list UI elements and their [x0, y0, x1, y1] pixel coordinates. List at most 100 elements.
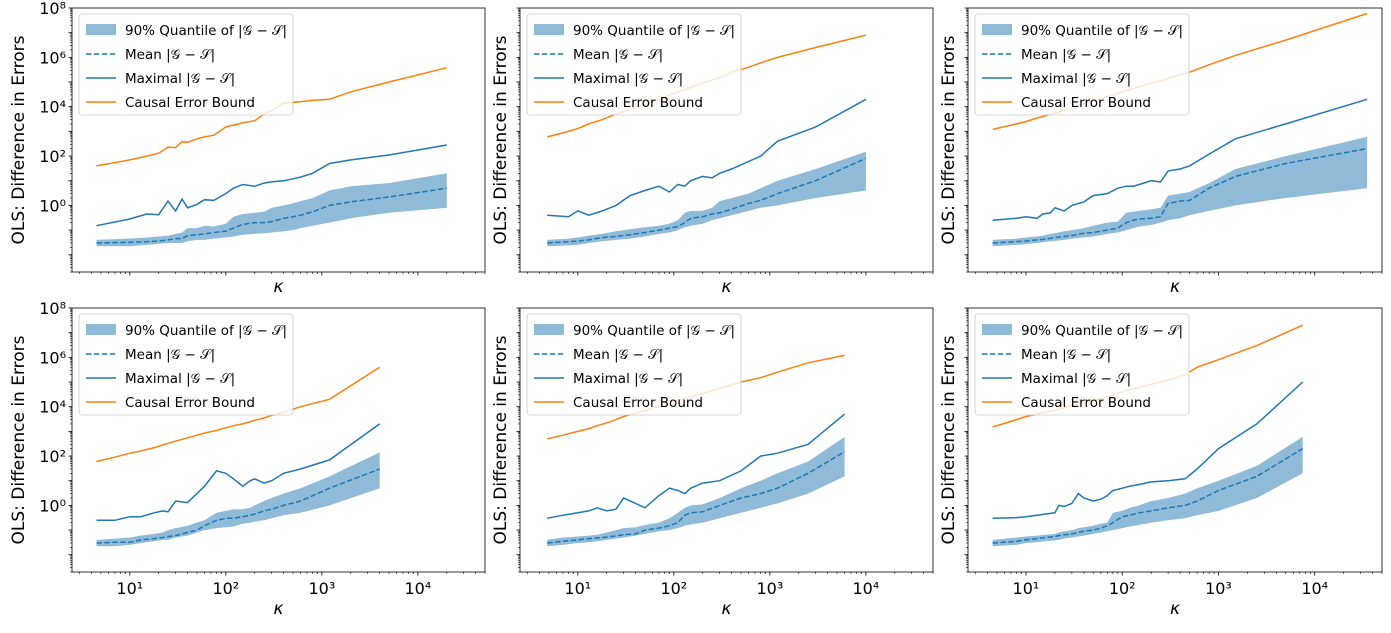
x-axis-label: κ [721, 277, 731, 297]
x-tick-label: 10⁴ [404, 579, 431, 598]
legend-label: Causal Error Bound [573, 95, 703, 111]
legend-label: Maximal |𝒢 − 𝒮| [1021, 71, 1131, 87]
subplot-bottom-right: 10¹ 10² 10³ 10⁴ κ OLS: Difference in Errors 90… [939, 307, 1383, 619]
y-axis-label: OLS: Difference in Errors [939, 335, 959, 544]
quantile-band [96, 173, 447, 247]
legend-label: 90% Quantile of |𝒢 − 𝒮| [573, 323, 735, 339]
maximal-line [547, 413, 846, 520]
legend-label: Mean |𝒢 − 𝒮| [125, 47, 215, 63]
x-tick-label: 10² [212, 579, 239, 598]
axes-frame [967, 307, 1383, 573]
axes-frame [519, 307, 934, 573]
legend-label: Mean |𝒢 − 𝒮| [1021, 47, 1111, 63]
legend-label: Mean |𝒢 − 𝒮| [573, 47, 663, 63]
y-tick-label: 10⁴ [39, 398, 66, 417]
y-tick-label: 10⁶ [39, 348, 66, 367]
maximal-line [992, 98, 1368, 222]
y-tick-label: 10⁴ [39, 98, 66, 117]
x-tick-label: 10¹ [564, 579, 591, 598]
x-tick-label: 10³ [756, 579, 783, 598]
subplot-bottom-middle: 10¹ 10² 10³ 10⁴ κ OLS: Difference in Errors 90… [491, 307, 934, 619]
x-axis-label: κ [1170, 599, 1180, 619]
y-axis-label: OLS: Difference in Errors [939, 35, 959, 244]
mean-line [992, 447, 1304, 544]
mean-line [547, 157, 867, 244]
legend-box [526, 13, 742, 116]
legend-label: Causal Error Bound [573, 395, 703, 411]
y-tick-label: 10⁶ [39, 48, 66, 67]
legend-handle-band [86, 24, 116, 35]
y-tick-label: 10⁸ [39, 0, 66, 18]
mean-line [992, 147, 1368, 244]
quantile-band [96, 452, 380, 547]
y-tick-label: 10² [39, 447, 66, 466]
legend-handle-band [534, 24, 564, 35]
legend-box [526, 313, 742, 416]
axes-frame [967, 7, 1383, 273]
x-tick-label: 10² [1109, 579, 1136, 598]
quantile-band [547, 436, 845, 547]
axes-frame [519, 7, 934, 273]
legend-label: 90% Quantile of |𝒢 − 𝒮| [1021, 23, 1183, 39]
legend-label: Causal Error Bound [125, 95, 255, 111]
quantile-band [992, 136, 1368, 247]
legend-label: Maximal |𝒢 − 𝒮| [125, 71, 235, 87]
legend-handle-band [86, 324, 116, 335]
subplot-top-right: κ OLS: Difference in Errors 90% Quantile o… [939, 7, 1383, 297]
legend-label: Mean |𝒢 − 𝒮| [573, 347, 663, 363]
legend-label: Maximal |𝒢 − 𝒮| [125, 371, 235, 387]
legend-label: 90% Quantile of |𝒢 − 𝒮| [573, 23, 735, 39]
mean-line [96, 468, 380, 544]
maximal-line [96, 423, 381, 522]
x-tick-label: 10⁴ [852, 579, 879, 598]
x-tick-label: 10³ [1205, 579, 1232, 598]
maximal-line [96, 144, 447, 227]
legend-handle-band [982, 24, 1012, 35]
legend-label: Maximal |𝒢 − 𝒮| [573, 371, 683, 387]
x-axis-label: κ [1170, 277, 1180, 297]
legend-label: Mean |𝒢 − 𝒮| [125, 347, 215, 363]
y-tick-label: 10² [39, 147, 66, 166]
y-axis-label: OLS: Difference in Errors [9, 35, 29, 244]
subplot-top-middle: κ OLS: Difference in Errors 90% Quantile o… [491, 7, 934, 297]
legend-label: Mean |𝒢 − 𝒮| [1021, 347, 1111, 363]
plot-area [96, 66, 447, 247]
legend-label: 90% Quantile of |𝒢 − 𝒮| [125, 23, 287, 39]
subplot-top-left: 10⁰ 10² 10⁴ 10⁶ 10⁸ κ OLS: Difference in Error… [9, 0, 486, 297]
legend-label: Maximal |𝒢 − 𝒮| [573, 71, 683, 87]
maximal-line [992, 381, 1304, 520]
x-tick-label: 10⁴ [1301, 579, 1328, 598]
x-tick-label: 10¹ [116, 579, 143, 598]
mean-line [96, 187, 447, 244]
quantile-band [547, 151, 866, 247]
axes-frame [71, 7, 486, 273]
y-tick-label: 10⁸ [39, 299, 66, 318]
y-tick-label: 10⁰ [39, 196, 66, 215]
x-axis-label: κ [273, 277, 283, 297]
x-tick-label: 10³ [308, 579, 335, 598]
legend-label: Causal Error Bound [1021, 395, 1151, 411]
y-tick-label: 10⁰ [39, 496, 66, 515]
legend-handle-band [534, 324, 564, 335]
y-axis-label: OLS: Difference in Errors [491, 35, 511, 244]
legend-handle-band [982, 324, 1012, 335]
x-axis-label: κ [721, 599, 731, 619]
x-axis-label: κ [273, 599, 283, 619]
axes-frame [71, 307, 486, 573]
bound-line [96, 66, 447, 167]
subplot-bottom-left: 10¹ 10² 10³ 10⁴ 10⁰ 10² 10⁴ 10⁶ 10⁸ κ OLS: Differe… [9, 299, 486, 619]
y-axis-label: OLS: Difference in Errors [491, 335, 511, 544]
legend-label: Maximal |𝒢 − 𝒮| [1021, 371, 1131, 387]
maximal-line [547, 98, 867, 218]
legend-label: Causal Error Bound [1021, 95, 1151, 111]
mean-line [547, 451, 845, 544]
quantile-band [992, 436, 1303, 547]
legend-label: 90% Quantile of |𝒢 − 𝒮| [125, 323, 287, 339]
y-axis-label: OLS: Difference in Errors [9, 335, 29, 544]
legend-box [78, 313, 294, 416]
x-tick-label: 10² [660, 579, 687, 598]
legend-label: 90% Quantile of |𝒢 − 𝒮| [1021, 323, 1183, 339]
legend-box [974, 13, 1190, 116]
legend-box [78, 13, 294, 116]
